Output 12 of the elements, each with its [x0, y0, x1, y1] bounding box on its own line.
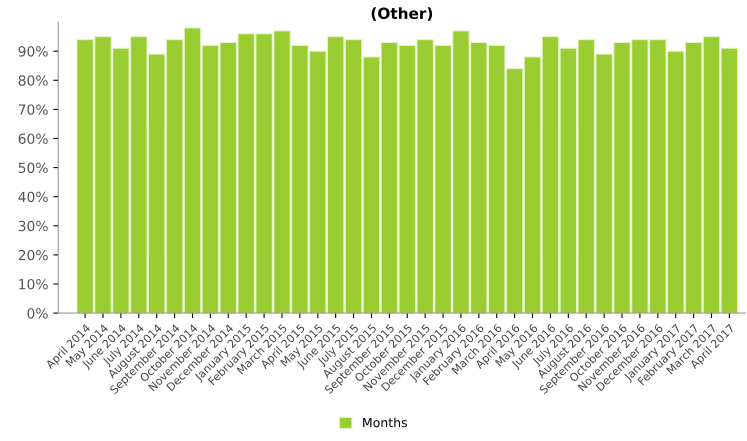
- legend-label: Months: [363, 418, 407, 428]
- y-tick-label: 20%: [18, 250, 48, 260]
- y-tick-label: 60%: [18, 133, 48, 144]
- y-tick-label: 10%: [19, 278, 48, 290]
- y-tick-label: 80%: [18, 75, 48, 86]
- y-tick-label: 40%: [18, 192, 48, 202]
- chart-title: (Other): [372, 7, 432, 21]
- y-tick-label: 30%: [18, 220, 48, 232]
- y-tick-label: 90%: [18, 46, 48, 57]
- y-tick-label: 0%: [27, 308, 48, 319]
- y-tick-label: 50%: [18, 162, 48, 174]
- y-tick-label: 70%: [18, 104, 48, 115]
